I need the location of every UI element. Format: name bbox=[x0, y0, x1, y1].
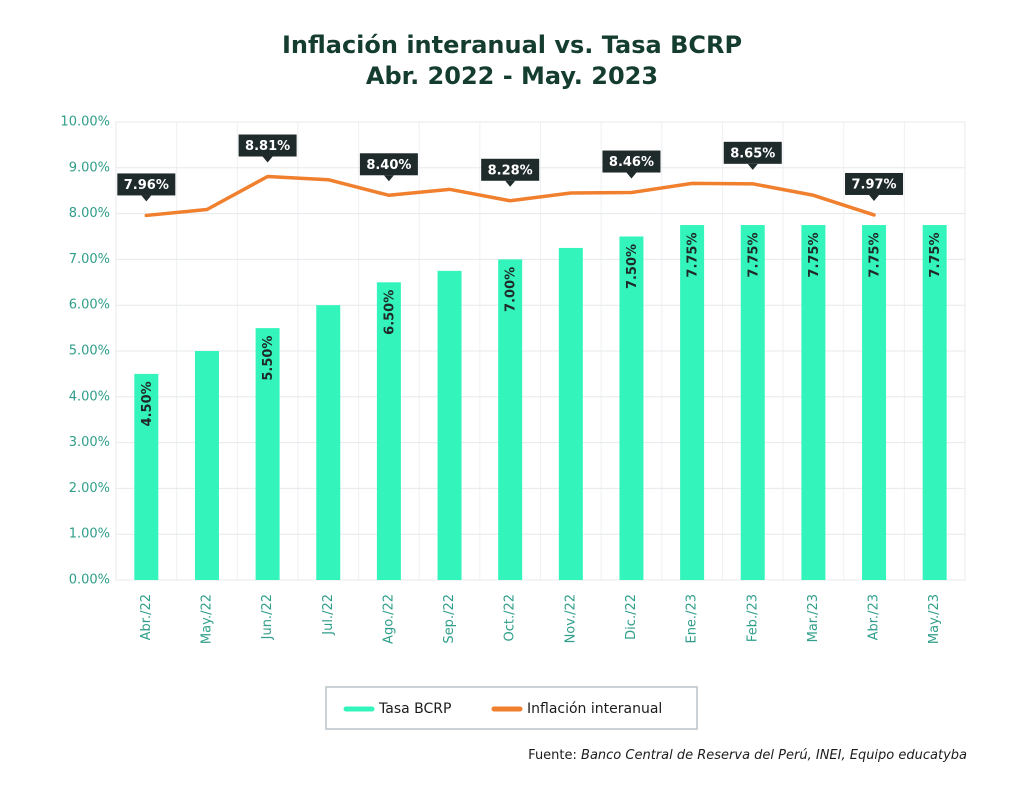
legend-label: Inflación interanual bbox=[527, 701, 662, 717]
bar bbox=[558, 247, 583, 580]
line-label-box bbox=[359, 153, 418, 176]
source-text: Banco Central de Reserva del Perú, INEI,… bbox=[581, 748, 967, 763]
bar bbox=[680, 225, 705, 581]
x-tick-label: Nov./22 bbox=[563, 594, 578, 643]
x-tick-label: Ene./23 bbox=[685, 594, 700, 644]
x-tick-label: Mar./23 bbox=[806, 594, 821, 642]
x-tick-label: Abr./22 bbox=[139, 594, 154, 640]
line-label-pointer bbox=[747, 163, 758, 170]
x-tick-label: Oct./22 bbox=[503, 594, 518, 642]
line-label-box bbox=[723, 141, 782, 164]
bar bbox=[194, 351, 219, 580]
bar bbox=[862, 225, 887, 581]
line-value-label: 7.97% bbox=[851, 177, 896, 192]
chart-title: Inflación interanual vs. Tasa BCRP bbox=[282, 31, 742, 59]
x-tick-label: Abr./23 bbox=[867, 594, 882, 640]
y-tick-label: 2.00% bbox=[69, 481, 110, 496]
line-value-label: 8.81% bbox=[245, 139, 290, 154]
bar bbox=[740, 225, 765, 581]
bar bbox=[134, 373, 159, 580]
line-label-box bbox=[481, 158, 540, 181]
source: Fuente: Banco Central de Reserva del Per… bbox=[528, 748, 967, 763]
x-tick-label: Ago./22 bbox=[381, 594, 396, 644]
line-value-label: 8.46% bbox=[609, 155, 654, 170]
line-label-box bbox=[238, 134, 297, 157]
line-value-label: 8.28% bbox=[488, 163, 533, 178]
bar-value-label: 6.50% bbox=[382, 290, 397, 335]
bar bbox=[316, 305, 341, 580]
line-label-pointer bbox=[505, 180, 516, 187]
bar-value-label: 7.00% bbox=[504, 267, 519, 312]
y-tick-label: 3.00% bbox=[69, 435, 110, 450]
y-tick-label: 1.00% bbox=[69, 527, 110, 542]
bar-value-label: 7.75% bbox=[807, 232, 822, 277]
line-label-pointer bbox=[141, 195, 152, 202]
y-tick-label: 9.00% bbox=[69, 160, 110, 175]
bar bbox=[437, 270, 462, 580]
bar-value-label: 7.75% bbox=[686, 232, 701, 277]
y-tick-label: 10.00% bbox=[60, 115, 110, 130]
bar-value-label: 7.75% bbox=[746, 232, 761, 277]
bar bbox=[922, 225, 947, 581]
bar bbox=[376, 282, 401, 580]
line bbox=[144, 174, 876, 218]
line-value-label: 8.65% bbox=[730, 146, 775, 161]
line-label-box bbox=[117, 173, 176, 196]
y-tick-label: 5.00% bbox=[69, 344, 110, 359]
line-value-label: 8.40% bbox=[366, 158, 411, 173]
line-value-label: 7.96% bbox=[124, 178, 169, 193]
y-tick-label: 6.00% bbox=[69, 298, 110, 313]
legend-label: Tasa BCRP bbox=[378, 701, 451, 717]
y-tick-label: 8.00% bbox=[69, 206, 110, 221]
x-tick-label: Dic./22 bbox=[624, 594, 639, 640]
bar-value-label: 7.50% bbox=[625, 244, 640, 289]
bar-value-label: 5.50% bbox=[261, 336, 276, 381]
bar bbox=[255, 328, 280, 580]
line-label-box bbox=[845, 172, 904, 195]
x-tick-label: Feb./23 bbox=[745, 594, 760, 642]
y-tick-label: 7.00% bbox=[69, 252, 110, 267]
line-label-pointer bbox=[262, 156, 273, 163]
x-tick-label: Jun./22 bbox=[260, 594, 275, 640]
line-label-pointer bbox=[626, 172, 637, 179]
source-label: Fuente: bbox=[528, 748, 577, 763]
bar bbox=[619, 236, 644, 580]
x-tick-label: Sep./22 bbox=[442, 594, 457, 644]
y-tick-label: 0.00% bbox=[69, 573, 110, 588]
line-label-box bbox=[602, 150, 661, 173]
bar bbox=[801, 225, 826, 581]
y-tick-label: 4.00% bbox=[69, 389, 110, 404]
bar bbox=[498, 259, 523, 580]
chart-subtitle: Abr. 2022 - May. 2023 bbox=[366, 62, 658, 90]
x-tick-label: May./23 bbox=[927, 594, 942, 644]
line-label-pointer bbox=[869, 194, 880, 201]
bar-value-label: 7.75% bbox=[928, 232, 943, 277]
bar-value-label: 7.75% bbox=[868, 232, 883, 277]
x-tick-label: Jul./22 bbox=[321, 594, 336, 636]
bar-value-label: 4.50% bbox=[140, 381, 155, 426]
x-tick-label: May./22 bbox=[199, 594, 214, 644]
line-label-pointer bbox=[383, 175, 394, 182]
